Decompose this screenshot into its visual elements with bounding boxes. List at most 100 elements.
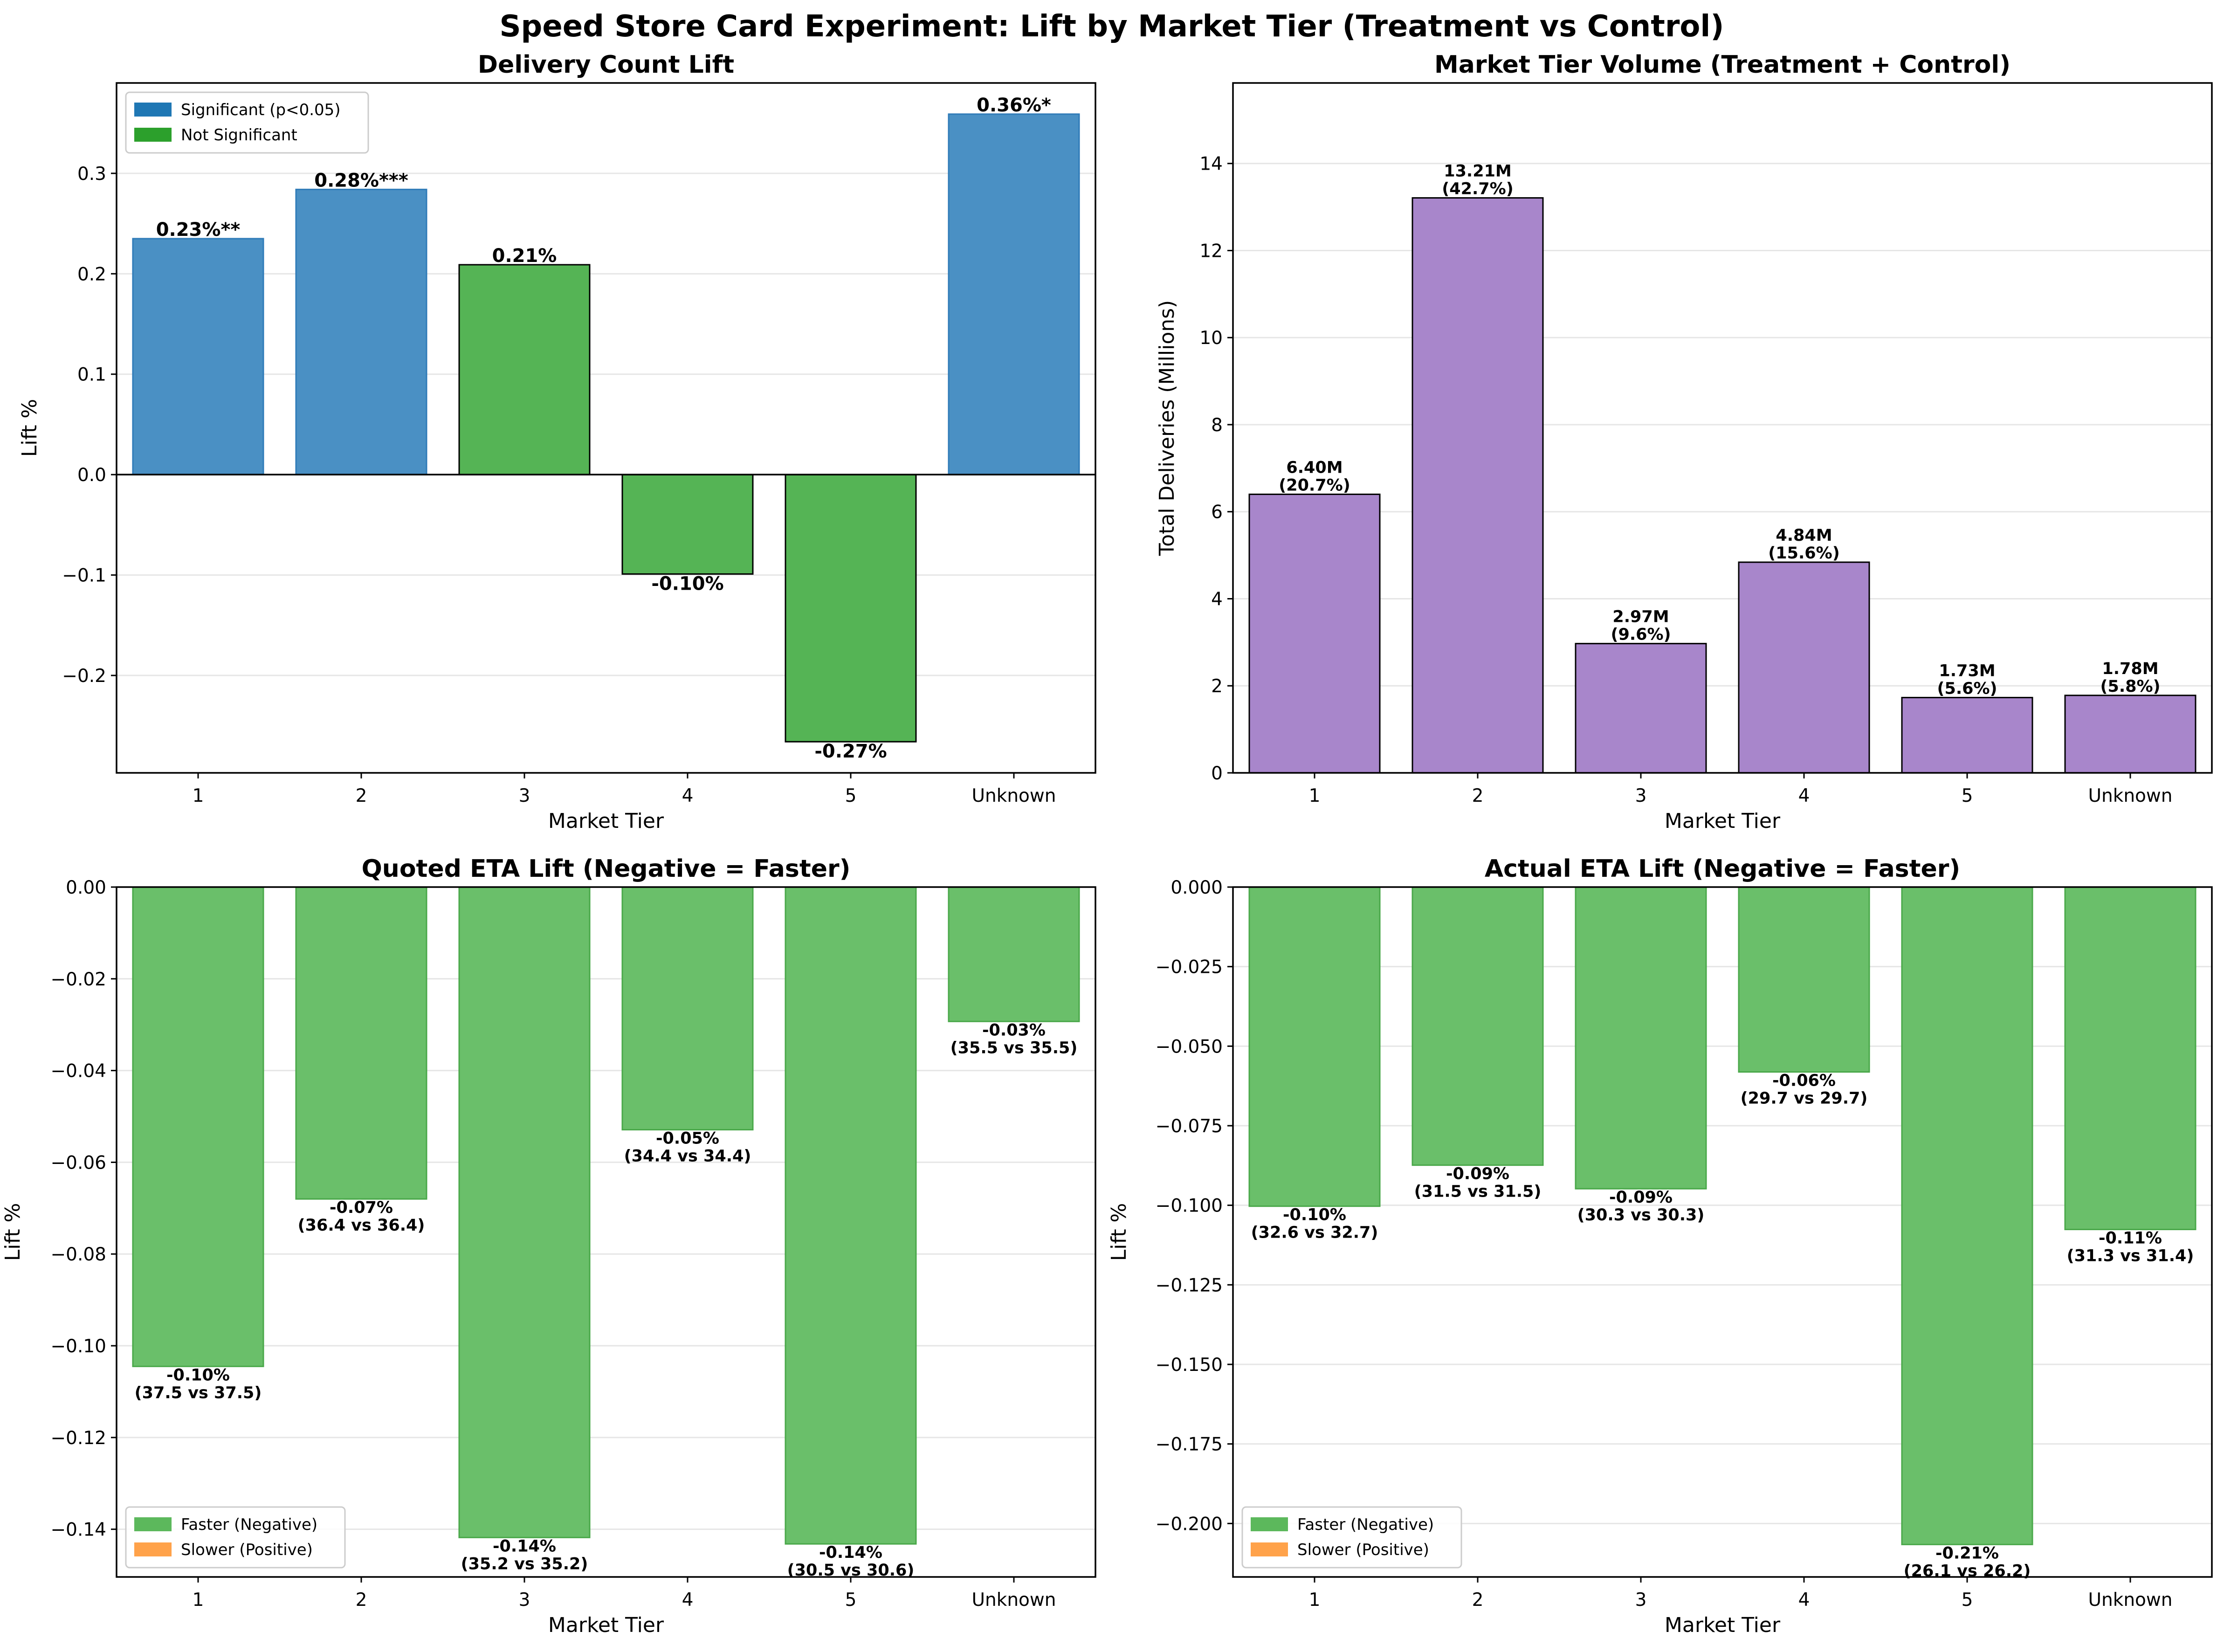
legend-swatch bbox=[134, 128, 172, 142]
y-tick-label: −0.06 bbox=[50, 1152, 106, 1173]
data-label-tier-4: 4.84M (15.6%) bbox=[1768, 526, 1839, 563]
data-label-line: (36.4 vs 36.4) bbox=[298, 1216, 425, 1235]
bar-tier-4 bbox=[621, 886, 754, 1131]
bar-tier-3 bbox=[458, 886, 591, 1538]
axes-frame bbox=[1232, 82, 2213, 774]
bar-tier-3 bbox=[1575, 643, 1707, 774]
legend-box bbox=[1241, 1506, 1462, 1569]
x-tick-label: Unknown bbox=[971, 1590, 1056, 1611]
figure-suptitle: Speed Store Card Experiment: Lift by Mar… bbox=[499, 9, 1724, 44]
x-tick-label: 5 bbox=[845, 1590, 857, 1611]
data-label-line: -0.14% bbox=[493, 1537, 556, 1556]
axes-frame bbox=[116, 886, 1096, 1578]
data-label-line: (35.5 vs 35.5) bbox=[950, 1039, 1078, 1057]
data-label-tier-3: -0.09% (30.3 vs 30.3) bbox=[1577, 1188, 1705, 1225]
data-label-line: -0.10% bbox=[1283, 1206, 1346, 1225]
data-label-line: 4.84M bbox=[1776, 526, 1832, 545]
chart-title: Market Tier Volume (Treatment + Control) bbox=[1434, 51, 2011, 79]
y-tick-label: −0.075 bbox=[1156, 1116, 1223, 1137]
x-tick-label: Unknown bbox=[971, 785, 1056, 806]
y-tick-label: 14 bbox=[1199, 154, 1223, 175]
data-label-line: (30.3 vs 30.3) bbox=[1577, 1206, 1705, 1225]
x-tick-label: 4 bbox=[1798, 1590, 1810, 1611]
y-axis-label: Lift % bbox=[18, 399, 41, 457]
data-label-line: (5.8%) bbox=[2100, 677, 2160, 696]
x-tick-label: 2 bbox=[356, 785, 367, 806]
legend-swatch bbox=[1251, 1517, 1288, 1531]
data-label-line: 1.78M bbox=[2102, 660, 2158, 678]
data-label-line: (35.2 vs 35.2) bbox=[461, 1555, 588, 1573]
legend-swatch bbox=[134, 1517, 172, 1531]
data-label-tier-1: 0.23%** bbox=[156, 219, 241, 241]
y-tick-label: 0.0 bbox=[77, 465, 106, 486]
y-tick-label: 10 bbox=[1199, 328, 1223, 349]
data-label-line: -0.14% bbox=[819, 1543, 882, 1562]
y-tick-label: −0.10 bbox=[50, 1336, 106, 1357]
y-tick-label: 0.000 bbox=[1171, 877, 1223, 898]
data-label-line: (37.5 vs 37.5) bbox=[135, 1384, 262, 1402]
x-axis-label: Market Tier bbox=[1665, 809, 1781, 833]
legend: Significant (p<0.05) Not Significant bbox=[125, 91, 369, 154]
x-tick-label: 1 bbox=[1309, 785, 1321, 806]
chart-panel-3: -0.10% (37.5 vs 37.5) -0.07% (36.4 vs 36.4)… bbox=[1, 855, 1096, 1637]
data-label-line: -0.09% bbox=[1609, 1188, 1673, 1207]
legend-label: Faster (Negative) bbox=[1297, 1515, 1434, 1534]
bar-tier-3 bbox=[1575, 886, 1707, 1190]
x-tick-label: 4 bbox=[682, 785, 694, 806]
data-label-tier-3: 0.21% bbox=[492, 245, 557, 267]
data-label-tier-3: -0.14% (35.2 vs 35.2) bbox=[461, 1537, 588, 1573]
data-label-line: (20.7%) bbox=[1279, 476, 1350, 495]
bar-tier-5 bbox=[785, 886, 917, 1545]
data-label-tier-2: 0.28%*** bbox=[314, 170, 408, 191]
legend: Faster (Negative) Slower (Positive) bbox=[125, 1506, 346, 1569]
y-tick-label: −0.175 bbox=[1156, 1434, 1223, 1455]
x-tick-label: 5 bbox=[845, 785, 857, 806]
y-tick-label: 0.1 bbox=[77, 365, 106, 385]
data-label-tier-4: -0.10% bbox=[651, 573, 723, 594]
bar-tier-Unknown bbox=[948, 886, 1080, 1022]
bar-tier-1 bbox=[1248, 886, 1381, 1207]
data-label-line: -0.10% bbox=[651, 573, 723, 594]
data-label-line: -0.09% bbox=[1446, 1165, 1509, 1184]
data-label-tier-3: 2.97M (9.6%) bbox=[1611, 608, 1671, 644]
data-label-line: -0.06% bbox=[1772, 1072, 1836, 1090]
x-tick-label: 4 bbox=[682, 1590, 694, 1611]
x-tick-label: 1 bbox=[1309, 1590, 1321, 1611]
y-tick-label: −0.150 bbox=[1156, 1355, 1223, 1376]
data-label-line: 0.23%** bbox=[156, 219, 241, 241]
y-tick-label: −0.125 bbox=[1156, 1275, 1223, 1296]
bar-tier-4 bbox=[1738, 561, 1870, 774]
data-label-line: -0.21% bbox=[1935, 1544, 1999, 1563]
x-axis-label: Market Tier bbox=[548, 809, 664, 833]
y-tick-label: 0 bbox=[1211, 763, 1223, 784]
chart-panel-1: 0.23%** 0.28%*** 0.21% -0.10% -0.27% 0.36%* −0… bbox=[18, 51, 1096, 833]
data-label-tier-5: -0.27% bbox=[814, 741, 887, 762]
data-label-line: (42.7%) bbox=[1442, 180, 1513, 199]
y-tick-label: 12 bbox=[1199, 241, 1223, 262]
x-tick-label: 3 bbox=[1635, 1590, 1647, 1611]
legend-label: Slower (Positive) bbox=[181, 1541, 313, 1559]
y-tick-label: −0.02 bbox=[50, 969, 106, 990]
data-label-tier-1: -0.10% (32.6 vs 32.7) bbox=[1251, 1206, 1378, 1242]
data-label-tier-2: 13.21M (42.7%) bbox=[1442, 162, 1513, 199]
legend-label: Significant (p<0.05) bbox=[181, 101, 341, 119]
legend-box bbox=[125, 91, 369, 154]
data-label-tier-Unknown: -0.11% (31.3 vs 31.4) bbox=[2067, 1229, 2194, 1266]
data-label-line: 0.21% bbox=[492, 245, 557, 267]
data-label-tier-4: -0.05% (34.4 vs 34.4) bbox=[624, 1129, 751, 1166]
bar-tier-4 bbox=[621, 474, 754, 575]
data-label-tier-1: -0.10% (37.5 vs 37.5) bbox=[135, 1366, 262, 1402]
y-tick-label: −0.14 bbox=[50, 1520, 106, 1541]
data-label-line: 0.36%* bbox=[977, 95, 1051, 116]
bar-tier-2 bbox=[295, 886, 427, 1200]
chart-title: Quoted ETA Lift (Negative = Faster) bbox=[362, 855, 851, 883]
y-tick-label: 2 bbox=[1211, 676, 1223, 697]
y-tick-label: −0.04 bbox=[50, 1061, 106, 1082]
y-tick-label: −0.1 bbox=[62, 565, 106, 586]
x-tick-label: 5 bbox=[1962, 1590, 1973, 1611]
data-label-line: 1.73M bbox=[1939, 661, 1995, 680]
x-tick-label: 1 bbox=[193, 1590, 204, 1611]
legend-swatch bbox=[134, 1542, 172, 1556]
legend-swatch bbox=[1251, 1542, 1288, 1556]
